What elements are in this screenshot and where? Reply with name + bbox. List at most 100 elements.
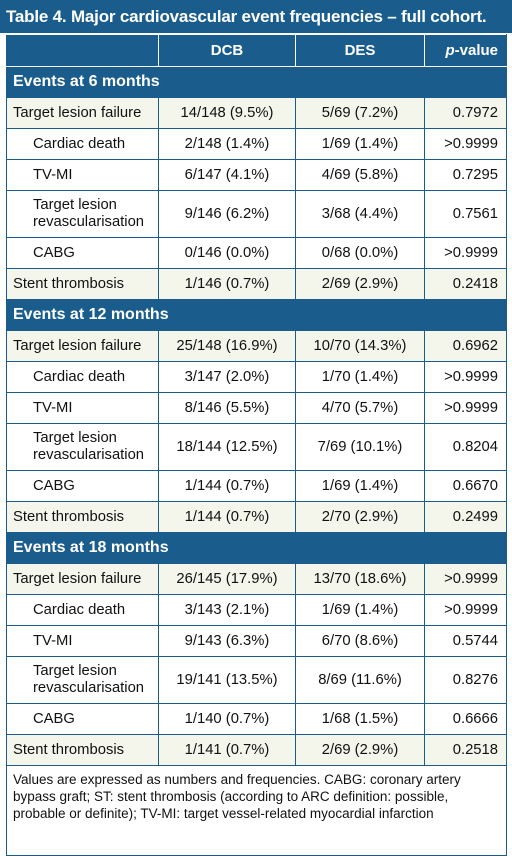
dcb-value: 2/148 (1.4%) <box>158 128 296 160</box>
dcb-value: 0/146 (0.0%) <box>158 237 296 269</box>
p-value: 0.7972 <box>424 97 507 129</box>
p-value: >0.9999 <box>424 594 507 626</box>
dcb-value: 6/147 (4.1%) <box>158 159 296 191</box>
dcb-value: 25/148 (16.9%) <box>158 330 296 362</box>
column-header-dcb: DCB <box>158 34 296 67</box>
des-value: 1/70 (1.4%) <box>295 361 425 393</box>
des-value: 8/69 (11.6%) <box>295 656 425 704</box>
des-value: 5/69 (7.2%) <box>295 97 425 129</box>
dcb-value: 1/144 (0.7%) <box>158 470 296 502</box>
table-row: TV-MI 9/143 (6.3%) 6/70 (8.6%) 0.5744 <box>6 625 507 657</box>
section-header-row: Events at 12 months <box>6 299 507 331</box>
row-label: Target lesion failure <box>6 563 159 595</box>
table-title: Table 4. Major cardiovascular event freq… <box>0 0 512 33</box>
column-header-row: DCB DES p-value <box>6 34 507 67</box>
row-label: Cardiac death <box>6 128 159 160</box>
row-label: Target lesion revascularisation <box>6 190 159 238</box>
p-letter: p <box>445 42 455 59</box>
des-value: 3/68 (4.4%) <box>295 190 425 238</box>
section-header-row: Events at 18 months <box>6 532 507 564</box>
table-row: Target lesion revascularisation 19/141 (1… <box>6 656 507 704</box>
p-value: >0.9999 <box>424 128 507 160</box>
table-row: TV-MI 6/147 (4.1%) 4/69 (5.8%) 0.7295 <box>6 159 507 191</box>
dcb-value: 19/141 (13.5%) <box>158 656 296 704</box>
table-row: Target lesion revascularisation 18/144 (1… <box>6 423 507 471</box>
des-value: 2/69 (2.9%) <box>295 734 425 766</box>
p-value: 0.6962 <box>424 330 507 362</box>
row-label: CABG <box>6 470 159 502</box>
p-value: 0.6670 <box>424 470 507 502</box>
p-value: 0.7295 <box>424 159 507 191</box>
des-value: 1/69 (1.4%) <box>295 594 425 626</box>
row-label: CABG <box>6 703 159 735</box>
dcb-value: 14/148 (9.5%) <box>158 97 296 129</box>
row-label: CABG <box>6 237 159 269</box>
p-value: 0.8204 <box>424 423 507 471</box>
p-value: 0.2418 <box>424 268 507 300</box>
dcb-value: 1/144 (0.7%) <box>158 501 296 533</box>
dcb-value: 18/144 (12.5%) <box>158 423 296 471</box>
row-label: Cardiac death <box>6 361 159 393</box>
des-value: 13/70 (18.6%) <box>295 563 425 595</box>
table-row: CABG 0/146 (0.0%) 0/68 (0.0%) >0.9999 <box>6 237 507 269</box>
row-label: Target lesion revascularisation <box>6 423 159 471</box>
footnote: Values are expressed as numbers and freq… <box>6 765 507 856</box>
table-row: CABG 1/140 (0.7%) 1/68 (1.5%) 0.6666 <box>6 703 507 735</box>
p-value: 0.5744 <box>424 625 507 657</box>
dcb-value: 8/146 (5.5%) <box>158 392 296 424</box>
des-value: 4/70 (5.7%) <box>295 392 425 424</box>
section-heading: Events at 18 months <box>6 532 507 564</box>
row-label: Target lesion revascularisation <box>6 656 159 704</box>
table-row: Target lesion failure 14/148 (9.5%) 5/69 (… <box>6 97 507 129</box>
table-row: Target lesion failure 25/148 (16.9%) 10/70… <box>6 330 507 362</box>
p-value: >0.9999 <box>424 237 507 269</box>
table-row: Cardiac death 3/143 (2.1%) 1/69 (1.4%) >0.9… <box>6 594 507 626</box>
p-value: >0.9999 <box>424 361 507 393</box>
row-label: Stent thrombosis <box>6 268 159 300</box>
table-row: Stent thrombosis 1/144 (0.7%) 2/70 (2.9%) 0… <box>6 501 507 533</box>
des-value: 10/70 (14.3%) <box>295 330 425 362</box>
des-value: 6/70 (8.6%) <box>295 625 425 657</box>
dcb-value: 26/145 (17.9%) <box>158 563 296 595</box>
p-value: 0.6666 <box>424 703 507 735</box>
p-value: 0.2518 <box>424 734 507 766</box>
des-value: 2/69 (2.9%) <box>295 268 425 300</box>
table-row: Stent thrombosis 1/141 (0.7%) 2/69 (2.9%) 0… <box>6 734 507 766</box>
row-label: Stent thrombosis <box>6 501 159 533</box>
row-label: TV-MI <box>6 159 159 191</box>
dcb-value: 1/146 (0.7%) <box>158 268 296 300</box>
dcb-value: 9/146 (6.2%) <box>158 190 296 238</box>
column-header-des: DES <box>295 34 425 67</box>
dcb-value: 9/143 (6.3%) <box>158 625 296 657</box>
section-header-row: Events at 6 months <box>6 66 507 98</box>
column-header-p-value: p-value <box>424 34 507 67</box>
des-value: 2/70 (2.9%) <box>295 501 425 533</box>
dcb-value: 3/143 (2.1%) <box>158 594 296 626</box>
p-value: 0.2499 <box>424 501 507 533</box>
row-label: Target lesion failure <box>6 97 159 129</box>
row-label: Stent thrombosis <box>6 734 159 766</box>
p-value: 0.8276 <box>424 656 507 704</box>
value-suffix: -value <box>454 42 498 59</box>
dcb-value: 1/140 (0.7%) <box>158 703 296 735</box>
table-row: Target lesion revascularisation 9/146 (6.… <box>6 190 507 238</box>
table-row: Cardiac death 2/148 (1.4%) 1/69 (1.4%) >0.9… <box>6 128 507 160</box>
table-row: Stent thrombosis 1/146 (0.7%) 2/69 (2.9%) 0… <box>6 268 507 300</box>
p-value: 0.7561 <box>424 190 507 238</box>
section-heading: Events at 6 months <box>6 66 507 98</box>
event-table: DCB DES p-value Events at 6 months Target… <box>6 34 507 856</box>
des-value: 0/68 (0.0%) <box>295 237 425 269</box>
table-row: Target lesion failure 26/145 (17.9%) 13/70… <box>6 563 507 595</box>
des-value: 1/69 (1.4%) <box>295 470 425 502</box>
column-header-label <box>6 34 159 67</box>
dcb-value: 1/141 (0.7%) <box>158 734 296 766</box>
des-value: 7/69 (10.1%) <box>295 423 425 471</box>
p-value: >0.9999 <box>424 563 507 595</box>
table-row: TV-MI 8/146 (5.5%) 4/70 (5.7%) >0.9999 <box>6 392 507 424</box>
p-value: >0.9999 <box>424 392 507 424</box>
table-row: CABG 1/144 (0.7%) 1/69 (1.4%) 0.6670 <box>6 470 507 502</box>
row-label: Target lesion failure <box>6 330 159 362</box>
section-heading: Events at 12 months <box>6 299 507 331</box>
des-value: 1/68 (1.5%) <box>295 703 425 735</box>
